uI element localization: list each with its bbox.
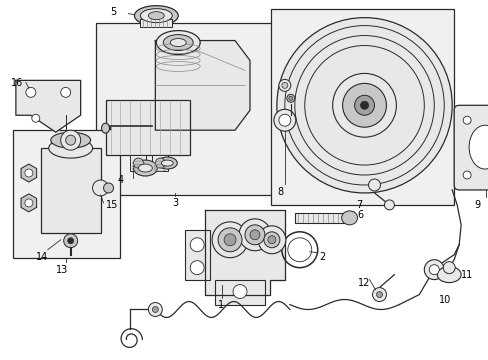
Ellipse shape (436, 267, 460, 283)
Ellipse shape (163, 35, 193, 50)
Text: 11: 11 (460, 270, 472, 280)
Circle shape (368, 179, 380, 191)
Circle shape (442, 262, 454, 274)
Polygon shape (155, 41, 249, 130)
Text: 6: 6 (357, 210, 363, 220)
Circle shape (281, 82, 287, 88)
Text: 12: 12 (357, 278, 369, 288)
Circle shape (372, 288, 386, 302)
Circle shape (462, 171, 470, 179)
Bar (41, 148, 101, 233)
Ellipse shape (156, 31, 200, 54)
Bar (152, 155, 168, 171)
Ellipse shape (155, 158, 165, 168)
Circle shape (25, 169, 33, 177)
Ellipse shape (140, 9, 172, 23)
Ellipse shape (148, 12, 164, 20)
Bar (294, 213, 349, 223)
Circle shape (273, 109, 295, 131)
Text: 3: 3 (172, 198, 178, 208)
Circle shape (360, 101, 368, 109)
Circle shape (264, 232, 279, 248)
Text: 2: 2 (319, 252, 325, 262)
Bar (270, 9, 453, 205)
Ellipse shape (138, 164, 152, 172)
Ellipse shape (51, 132, 90, 148)
Circle shape (92, 180, 108, 196)
Circle shape (278, 80, 290, 91)
Circle shape (278, 114, 290, 126)
Circle shape (61, 130, 81, 150)
Circle shape (239, 219, 270, 251)
Circle shape (212, 222, 247, 258)
Circle shape (288, 96, 292, 100)
Bar (140, 19, 172, 27)
Circle shape (65, 135, 76, 145)
Circle shape (332, 73, 396, 137)
Text: 13: 13 (56, 265, 68, 275)
Circle shape (428, 265, 438, 275)
Bar (13, 130, 120, 258)
Polygon shape (21, 194, 37, 212)
Circle shape (190, 238, 203, 252)
Circle shape (258, 226, 285, 254)
Text: 4: 4 (117, 175, 123, 185)
Text: 14: 14 (36, 252, 48, 262)
Circle shape (462, 116, 470, 124)
Circle shape (26, 87, 36, 97)
Circle shape (152, 306, 158, 312)
Ellipse shape (49, 138, 92, 158)
Circle shape (32, 114, 40, 122)
Ellipse shape (157, 157, 177, 169)
Ellipse shape (341, 211, 357, 225)
Circle shape (233, 285, 246, 298)
Circle shape (224, 234, 236, 246)
Circle shape (342, 84, 386, 127)
Text: 10: 10 (438, 294, 450, 305)
Text: 1: 1 (218, 300, 224, 310)
Polygon shape (21, 164, 37, 182)
Bar (185, 230, 210, 280)
Circle shape (376, 292, 382, 298)
Circle shape (267, 236, 275, 244)
Text: 8: 8 (277, 187, 284, 197)
Text: 7: 7 (356, 200, 362, 210)
Text: 9: 9 (473, 200, 479, 210)
Circle shape (249, 230, 260, 240)
Ellipse shape (133, 158, 143, 168)
Ellipse shape (102, 123, 109, 133)
Circle shape (424, 260, 443, 280)
Ellipse shape (134, 6, 178, 26)
Text: 5: 5 (110, 7, 117, 17)
Circle shape (384, 200, 394, 210)
Circle shape (218, 228, 242, 252)
Circle shape (190, 261, 203, 275)
Circle shape (286, 94, 294, 102)
Polygon shape (16, 80, 81, 132)
Bar (130, 155, 146, 171)
Polygon shape (205, 210, 285, 294)
Circle shape (61, 87, 71, 97)
Ellipse shape (170, 39, 186, 46)
Circle shape (244, 225, 264, 245)
Ellipse shape (161, 160, 173, 166)
Circle shape (67, 238, 74, 244)
Circle shape (148, 302, 162, 316)
Text: 15: 15 (105, 200, 118, 210)
Text: 16: 16 (11, 78, 23, 89)
Bar (215, 280, 264, 305)
Circle shape (103, 183, 113, 193)
Circle shape (276, 18, 451, 193)
Ellipse shape (133, 160, 157, 176)
Ellipse shape (468, 125, 488, 169)
Circle shape (354, 95, 374, 115)
Circle shape (25, 199, 33, 207)
FancyBboxPatch shape (453, 105, 488, 190)
Bar (95, 23, 277, 195)
Circle shape (63, 234, 78, 248)
Bar (105, 100, 190, 155)
